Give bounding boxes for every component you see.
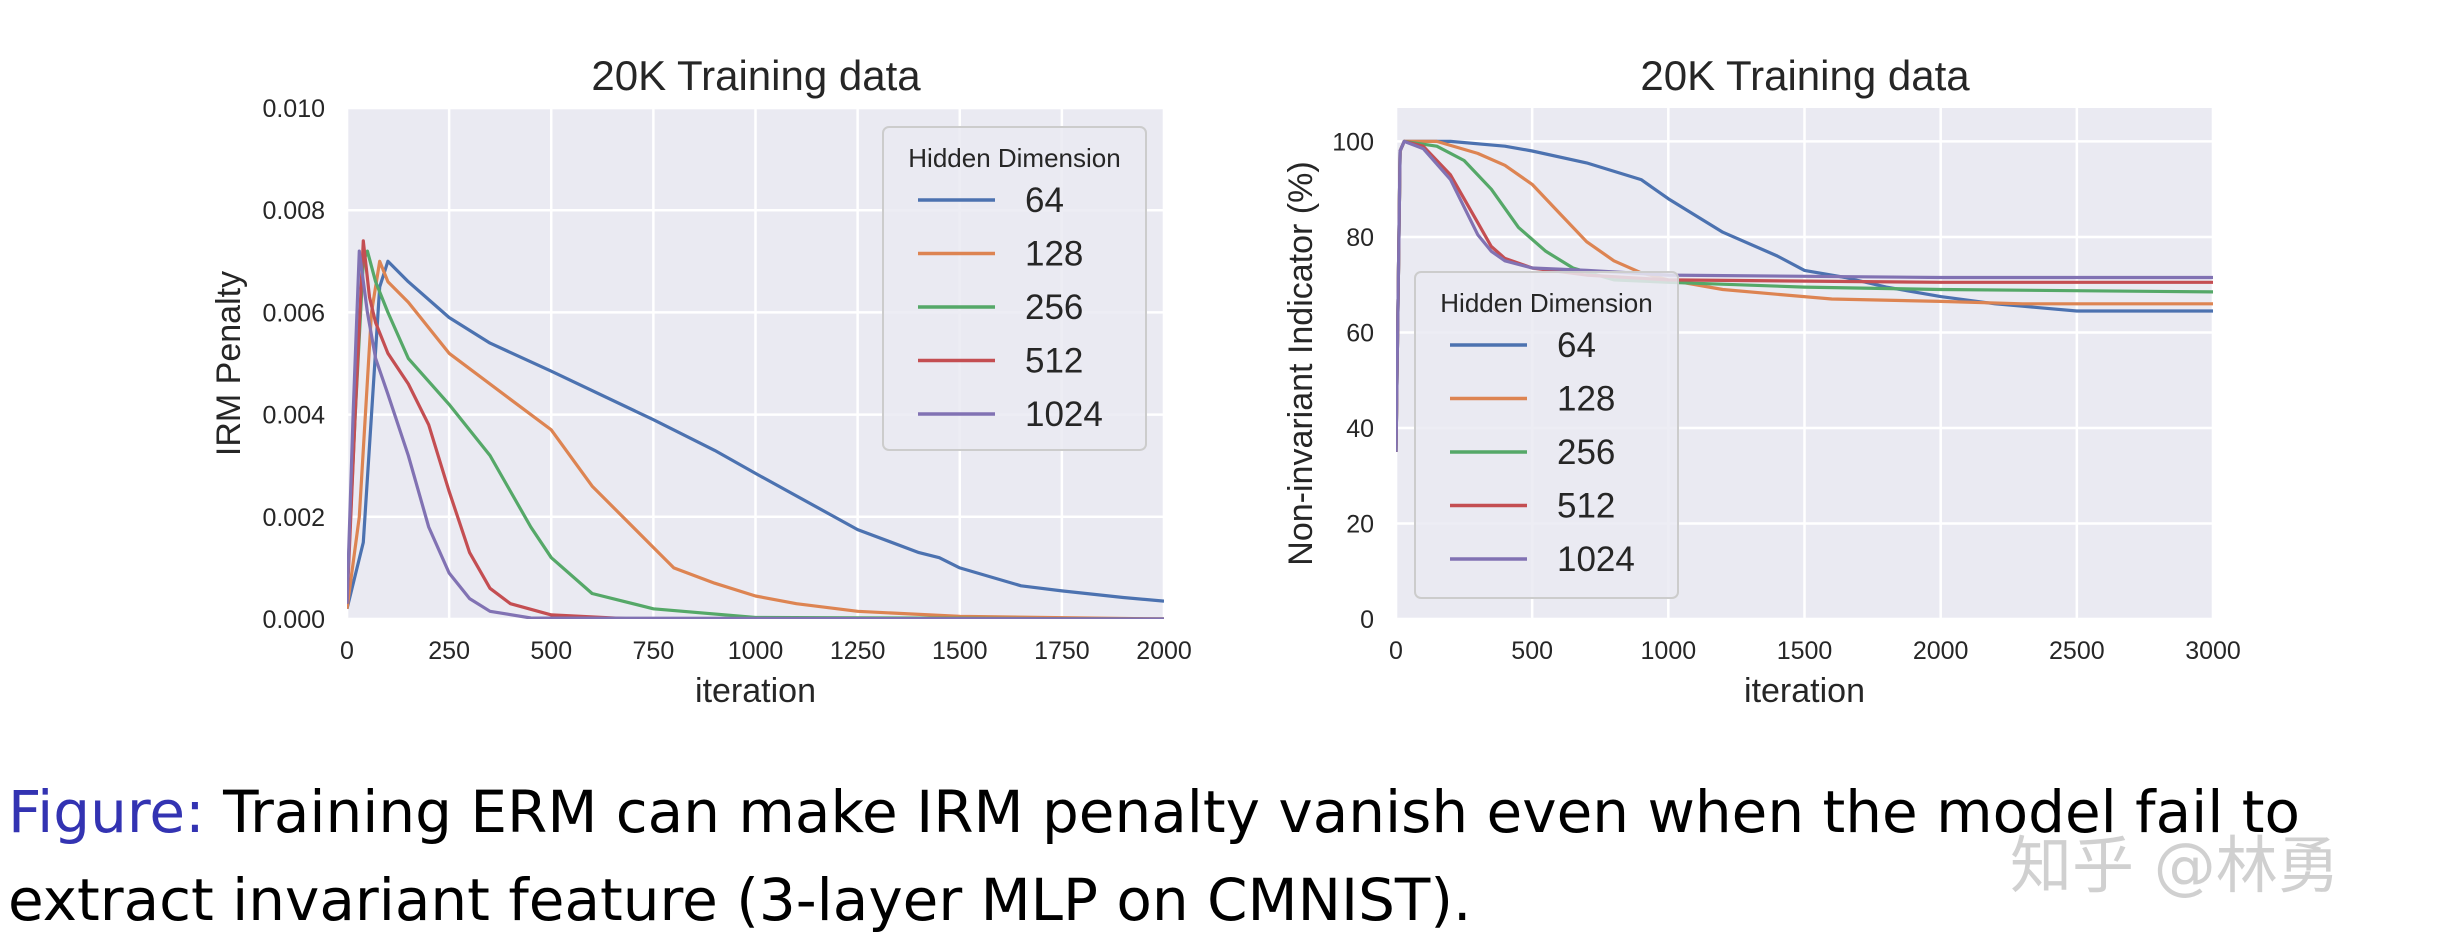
y-tick-label: 40 (1346, 415, 1374, 443)
x-tick-label: 0 (1389, 637, 1403, 665)
series-line-64 (347, 259, 1164, 610)
y-tick-label: 0.004 (262, 402, 325, 430)
legend-box (1414, 271, 1679, 599)
watermark: 知乎 @林勇 (2010, 829, 2340, 902)
y-tick-label: 0.006 (262, 299, 325, 327)
x-tick-label: 2500 (2049, 637, 2105, 665)
legend-box (882, 126, 1147, 451)
x-tick-label: 1750 (1034, 637, 1090, 665)
legend-label-256: 256 (1025, 288, 1083, 327)
legend-label-1024: 1024 (1557, 540, 1635, 579)
legend-label-256: 256 (1557, 433, 1615, 472)
series-line-512 (347, 239, 1164, 619)
y-axis-label: Non-invariant Indicator (%) (1282, 161, 1320, 565)
x-tick-label: 250 (428, 637, 470, 665)
x-tick-label: 3000 (2185, 637, 2241, 665)
legend-label-1024: 1024 (1025, 395, 1103, 434)
series-line-1024 (347, 249, 1164, 619)
x-axis-label: iteration (1744, 672, 1865, 710)
chart-title: 20K Training data (1640, 52, 1970, 99)
y-tick-label: 0.008 (262, 197, 325, 225)
x-tick-label: 750 (633, 637, 675, 665)
y-axis-label: IRM Penalty (210, 271, 248, 456)
x-tick-label: 2000 (1913, 637, 1969, 665)
caption-label: Figure: (8, 778, 205, 846)
x-tick-label: 500 (530, 637, 572, 665)
legend-title: Hidden Dimension (908, 143, 1120, 173)
x-tick-label: 2000 (1136, 637, 1192, 665)
legend-label-512: 512 (1025, 342, 1083, 381)
legend-label-128: 128 (1557, 380, 1615, 419)
chart-2: 0 500 1000 1500 2000 2500 3000 0 20 40 60 80 100 20K … (1282, 52, 2241, 710)
y-tick-label: 0.010 (262, 95, 325, 123)
chart-1: 0 250 500 750 1000 1250 1500 1750 2000 0.000 0.002… (210, 52, 1192, 710)
x-tick-label: 0 (340, 637, 354, 665)
y-tick-label: 60 (1346, 319, 1374, 347)
legend-label-512: 512 (1557, 487, 1615, 526)
x-tick-label: 1500 (932, 637, 988, 665)
y-tick-label: 0 (1360, 606, 1374, 634)
y-tick-label: 20 (1346, 510, 1374, 538)
y-tick-label: 80 (1346, 224, 1374, 252)
figure: 0 250 500 750 1000 1250 1500 1750 20000.0000.002… (210, 52, 2241, 710)
caption-line-2: extract invariant feature (3-layer MLP o… (8, 866, 1472, 934)
legend: Hidden Dimension 64 128 256 512 1024 (1414, 271, 1679, 599)
legend: Hidden Dimension 64 128 256 512 1024 (882, 126, 1147, 451)
series-line-128 (1396, 139, 2213, 452)
x-tick-label: 1000 (728, 637, 784, 665)
x-tick-label: 1000 (1641, 637, 1697, 665)
x-axis-label: iteration (695, 672, 816, 710)
series-line-128 (347, 259, 1164, 619)
chart-title: 20K Training data (591, 52, 921, 99)
legend-title: Hidden Dimension (1440, 288, 1652, 318)
x-tick-label: 1250 (830, 637, 886, 665)
x-tick-label: 1500 (1777, 637, 1833, 665)
legend-label-64: 64 (1025, 181, 1064, 220)
caption-text-1: Training ERM can make IRM penalty vanish… (204, 778, 2301, 846)
y-tick-label: 0.002 (262, 504, 325, 532)
figure-caption: Figure: Training ERM can make IRM penalt… (8, 768, 2438, 944)
y-tick-label: 100 (1332, 128, 1374, 156)
caption-line-1: Figure: Training ERM can make IRM penalt… (8, 768, 2438, 856)
x-tick-label: 500 (1511, 637, 1553, 665)
legend-label-128: 128 (1025, 235, 1083, 274)
y-tick-label: 0.000 (262, 606, 325, 634)
legend-label-64: 64 (1557, 326, 1596, 365)
